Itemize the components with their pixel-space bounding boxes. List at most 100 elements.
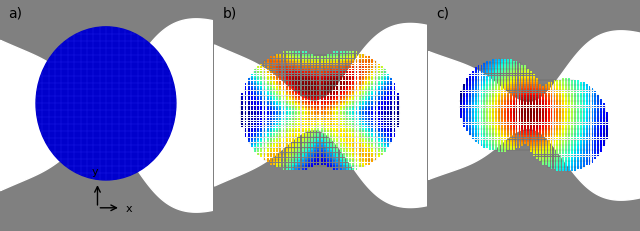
Point [579, 131, 589, 134]
Point [266, 150, 276, 153]
Point [465, 105, 475, 109]
Point [532, 131, 542, 134]
Point [383, 118, 393, 121]
Point [250, 140, 260, 143]
Point [326, 63, 336, 67]
Point [358, 113, 368, 116]
Point [590, 101, 600, 105]
Point [371, 150, 381, 153]
Point [474, 112, 484, 115]
Point [319, 132, 330, 136]
Point [476, 120, 486, 124]
Point [380, 110, 390, 114]
Point [288, 125, 298, 129]
Point [547, 137, 557, 141]
Point [364, 140, 374, 143]
Point [389, 86, 399, 89]
Point [371, 132, 381, 136]
Point [364, 157, 374, 161]
Point [468, 94, 478, 98]
Point [482, 131, 492, 134]
Point [506, 131, 516, 134]
Point [593, 103, 604, 107]
Point [567, 162, 577, 166]
Point [304, 155, 314, 158]
Point [266, 130, 276, 134]
Point [529, 137, 539, 141]
Point [269, 132, 279, 136]
Point [541, 97, 551, 100]
Point [502, 103, 513, 107]
Point [389, 130, 399, 134]
Point [520, 126, 531, 130]
Point [482, 86, 492, 90]
Point [502, 116, 513, 119]
Point [535, 148, 545, 151]
Point [259, 73, 269, 77]
Point [335, 66, 346, 70]
Point [275, 137, 285, 141]
Point [491, 141, 501, 145]
Point [532, 107, 542, 111]
Point [558, 88, 568, 92]
Point [301, 110, 311, 114]
Point [244, 78, 254, 82]
Point [253, 88, 263, 92]
Point [326, 137, 336, 141]
Point [543, 156, 554, 160]
Point [316, 118, 326, 121]
Point [456, 101, 466, 105]
Point [307, 61, 317, 65]
Point [364, 86, 374, 89]
Point [535, 156, 545, 160]
Point [326, 152, 336, 156]
Point [358, 140, 368, 143]
Point [342, 76, 352, 79]
Point [474, 67, 484, 71]
Point [573, 131, 583, 134]
Point [588, 112, 598, 115]
Point [278, 164, 289, 168]
Point [342, 157, 352, 161]
Point [380, 71, 390, 74]
Point [367, 95, 378, 99]
Point [543, 164, 554, 168]
Point [535, 112, 545, 115]
Point [584, 150, 595, 153]
Point [479, 116, 490, 119]
Point [250, 115, 260, 119]
Point [288, 76, 298, 79]
Point [468, 107, 478, 111]
Point [278, 71, 289, 74]
Point [342, 110, 352, 114]
Point [272, 54, 282, 57]
Point [491, 82, 501, 85]
Point [497, 80, 507, 83]
Point [468, 103, 478, 107]
Point [304, 103, 314, 106]
Point [291, 162, 301, 166]
Point [244, 88, 254, 92]
Point [355, 160, 365, 163]
Point [476, 73, 486, 77]
Point [488, 73, 499, 77]
Point [517, 122, 527, 126]
Point [479, 114, 490, 117]
Point [517, 65, 527, 69]
Point [367, 137, 378, 141]
Point [497, 126, 507, 130]
Point [351, 150, 362, 153]
Point [575, 139, 586, 143]
Point [304, 56, 314, 60]
Point [541, 116, 551, 119]
Point [310, 63, 321, 67]
Point [575, 86, 586, 90]
Point [266, 155, 276, 158]
Point [250, 125, 260, 129]
Point [511, 105, 522, 109]
Point [575, 84, 586, 88]
Point [298, 115, 308, 119]
Point [482, 114, 492, 117]
Point [549, 133, 559, 137]
Point [269, 140, 279, 143]
